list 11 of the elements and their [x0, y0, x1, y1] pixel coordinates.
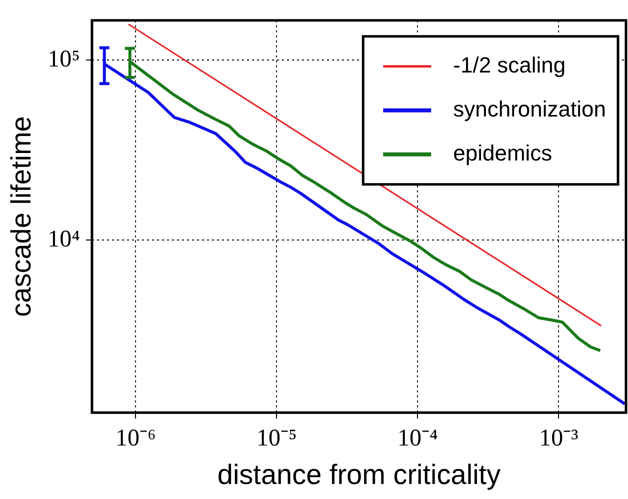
x-axis-title: distance from criticality	[217, 458, 501, 490]
legend-label: epidemics	[453, 140, 552, 166]
legend-label: synchronization	[453, 96, 606, 122]
y-tick-label: 10⁵	[48, 46, 80, 72]
x-tick-label: 10⁻⁵	[256, 425, 297, 452]
y-axis-title: cascade lifetime	[6, 116, 37, 317]
x-tick-label: 10⁻³	[539, 425, 578, 452]
legend-label: -1/2 scaling	[453, 52, 566, 78]
y-tick-label: 10⁴	[48, 226, 80, 252]
x-tick-label: 10⁻⁴	[398, 425, 438, 452]
x-tick-label: 10⁻⁶	[115, 425, 156, 452]
